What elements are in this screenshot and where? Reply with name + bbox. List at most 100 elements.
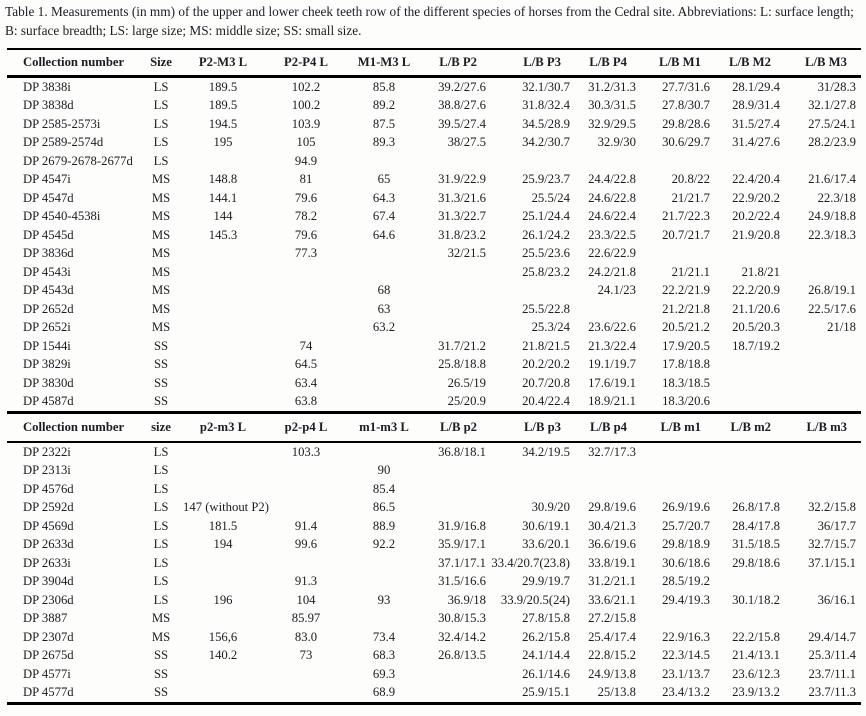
measurement-cell: 20.7/20.8 — [522, 375, 570, 390]
measurement-cell: 105 — [296, 135, 316, 149]
measurement-cell: SS — [153, 394, 169, 408]
measurement-cell: 29.8/18.6 — [732, 555, 780, 570]
measurement-cell: 22.9/16.3 — [662, 629, 710, 644]
measurement-cell: 30.1/18.2 — [732, 592, 780, 607]
collection-number-cell: DP 4577d — [23, 685, 74, 699]
measurement-cell — [785, 337, 861, 356]
measurement-cell: 28.4/17.8 — [732, 518, 780, 533]
measurement-cell: 25/13.8 — [597, 685, 636, 699]
measurement-cell: 27.5/24.1 — [808, 116, 856, 131]
measurement-cell: 87.5 — [372, 116, 396, 131]
measurement-cell: 29.8/18.9 — [662, 537, 710, 551]
column-header: Collection number — [23, 54, 125, 69]
collection-number-cell: DP 2633i — [23, 555, 71, 570]
table-row: DP 2592d LS 147 (without P2) 86.5 30.9/20 29.… — [7, 498, 861, 517]
table-row: DP 4545d MS 145.3 79.6 64.6 31.8/23.2 26.1/24.… — [7, 226, 861, 245]
collection-number-cell: DP 1544i — [23, 338, 71, 353]
measurement-cell: 88.9 — [372, 518, 396, 533]
measurement-cell: 17.8/18.8 — [662, 357, 710, 371]
measurement-cell — [491, 480, 575, 499]
column-header: Size — [150, 54, 172, 69]
table-row: DP 4576d LS 85.4 — [7, 480, 861, 499]
measurement-cell: 34.5/28.9 — [522, 116, 570, 131]
measurement-cell: 34.2/19.5 — [522, 444, 570, 459]
measurement-cell — [263, 318, 349, 337]
measurement-cell: MS — [151, 320, 171, 334]
measurement-cell: 30.6/18.6 — [662, 555, 710, 570]
measurement-cell: 147 (without P2) — [183, 500, 269, 514]
measurement-cell: LS — [153, 481, 169, 496]
measurement-cell — [641, 442, 715, 462]
measurement-cell: 103.9 — [291, 116, 321, 131]
collection-number-cell: DP 2313i — [23, 463, 71, 477]
column-header: L/B M1 — [659, 54, 701, 69]
measurement-cell: MS — [151, 172, 171, 186]
measurement-cell: 31.8/23.2 — [438, 227, 486, 242]
measurement-cell — [419, 665, 491, 684]
measurement-cell: 22.2/21.9 — [662, 283, 710, 297]
measurement-cell: LS — [153, 500, 169, 514]
measurement-cell — [785, 480, 861, 499]
measurement-cell — [183, 263, 263, 282]
measurement-cell — [349, 572, 419, 591]
measurement-cell — [263, 263, 349, 282]
measurement-cell: 25.3/11.4 — [808, 648, 856, 662]
measurement-cell — [349, 355, 419, 374]
table-row: DP 2306d LS 196 104 93 36.9/18 33.9/20.5(24) 33… — [7, 591, 861, 610]
measurement-cell: MS — [151, 611, 171, 625]
measurement-cell: 31.3/21.6 — [438, 190, 486, 205]
measurement-cell: 26.8/17.8 — [732, 500, 780, 514]
measurement-cell — [419, 263, 491, 282]
measurement-cell: 31.7/21.2 — [438, 338, 486, 353]
measurement-cell: 91.3 — [294, 574, 318, 588]
collection-number-cell: DP 2307d — [23, 629, 74, 644]
measurement-cell: 189.5 — [208, 98, 238, 112]
measurement-cell: 85.4 — [372, 481, 396, 496]
measurement-cell: 26.1/14.6 — [522, 666, 570, 681]
measurement-cell — [419, 300, 491, 319]
table-row: DP 2322i LS 103.3 36.8/18.1 34.2/19.5 32.7/17… — [7, 442, 861, 462]
measurement-cell — [349, 244, 419, 263]
measurement-cell: SS — [153, 648, 169, 662]
measurement-cell: 144.1 — [208, 190, 238, 205]
measurement-cell: 32.2/15.8 — [808, 500, 856, 514]
measurement-cell: 104 — [296, 592, 316, 607]
measurement-cell: 144 — [213, 209, 233, 223]
measurement-cell: 73.4 — [372, 629, 396, 644]
measurement-cell: 32.7/17.3 — [588, 444, 636, 459]
measurement-cell: 22.4/20.4 — [732, 172, 780, 186]
measurement-cell: 30.9/20 — [531, 500, 570, 514]
measurement-cell: 64.5 — [294, 357, 318, 371]
measurement-cell — [349, 442, 419, 462]
measurement-cell: LS — [153, 79, 169, 94]
measurement-cell: 90 — [377, 463, 391, 477]
collection-number-cell: DP 4543d — [23, 283, 74, 297]
measurement-cell: MS — [151, 190, 171, 205]
measurement-cell: 32/21.5 — [447, 246, 486, 260]
measurement-cell: 21/18 — [827, 320, 856, 334]
table-row: DP 2679-2678-2677d LS 94.9 — [7, 152, 861, 171]
collection-number-cell: DP 3838i — [23, 79, 71, 94]
table-row: DP 4543i MS 25.8/23.2 24.2/21.8 21/21.1 21.8/… — [7, 263, 861, 282]
measurement-cell: LS — [153, 537, 169, 551]
measurement-cell — [183, 609, 263, 628]
column-header: L/B m3 — [806, 419, 847, 434]
measurement-cell: 31.5/27.4 — [732, 116, 780, 131]
measurement-cell: 36/17.7 — [817, 518, 856, 533]
measurement-cell: 156,6 — [208, 629, 238, 644]
measurement-cell — [349, 554, 419, 573]
measurement-cell: 24.2/21.8 — [588, 264, 636, 279]
measurement-cell: 148.8 — [208, 172, 238, 186]
measurement-cell: 20.2/20.2 — [522, 357, 570, 371]
measurement-cell: 68.3 — [372, 648, 396, 662]
collection-number-cell: DP 3904d — [23, 574, 74, 588]
measurement-cell: 26.8/19.1 — [808, 283, 856, 297]
collection-number-cell: DP 3887 — [23, 611, 68, 625]
upper-table-header: Collection number Size P2-M3 L P2-P4 L M1-M3… — [7, 48, 861, 77]
column-header: P2-P4 L — [283, 54, 329, 69]
measurement-cell: 81 — [299, 172, 313, 186]
measurement-cell: 23.9/13.2 — [732, 685, 780, 699]
collection-number-cell: DP 2652d — [23, 301, 74, 316]
measurement-cell — [183, 300, 263, 319]
